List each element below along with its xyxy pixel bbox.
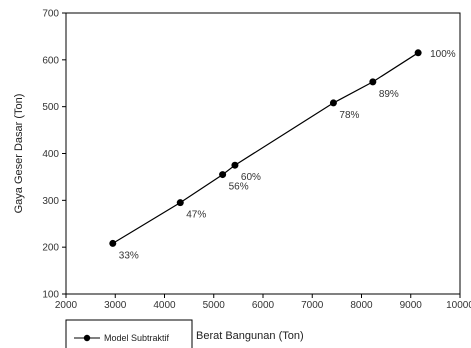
- y-tick-label: 500: [42, 102, 59, 113]
- y-tick-label: 200: [42, 243, 59, 254]
- y-tick-labels: 100 200 300 400 500 600 700: [42, 9, 59, 301]
- x-tick-label: 3000: [104, 300, 127, 311]
- x-tick-label: 6000: [252, 300, 275, 311]
- axis-ticks: [62, 12, 461, 298]
- y-tick-label: 700: [42, 9, 59, 20]
- y-tick-label: 600: [42, 55, 59, 66]
- legend-box: [65, 319, 193, 348]
- data-label: 47%: [186, 210, 206, 221]
- legend-marker-swatch: [83, 334, 91, 342]
- y-tick-label: 300: [42, 196, 59, 207]
- data-label: 78%: [339, 110, 359, 121]
- x-tick-label: 9000: [400, 300, 423, 311]
- y-tick-label: 400: [42, 149, 59, 160]
- x-tick-label: 7000: [301, 300, 324, 311]
- legend: Model Subtraktif: [65, 319, 193, 348]
- x-axis-title: Berat Bangunan (Ton): [196, 330, 304, 342]
- data-point: [231, 161, 239, 169]
- data-point: [414, 49, 422, 57]
- x-tick-labels: 2000 3000 4000 5000 6000 7000 8000 9000 10000: [55, 300, 471, 311]
- x-tick-label: 2000: [55, 300, 78, 311]
- data-label: 60%: [241, 172, 261, 183]
- data-point: [369, 78, 377, 86]
- x-tick-label: 5000: [203, 300, 226, 311]
- y-axis-title: Gaya Geser Dasar (Ton): [13, 94, 25, 214]
- y-tick-label: 100: [42, 290, 59, 301]
- data-label: 56%: [229, 182, 249, 193]
- series-layer: 33% 47% 56%60% 78% 89% 100%: [109, 49, 456, 261]
- data-label: 100%: [430, 49, 456, 60]
- data-label: 33%: [119, 250, 139, 261]
- x-tick-label: 10000: [446, 300, 471, 311]
- legend-entry: Model Subtraktif: [104, 333, 170, 343]
- x-tick-label: 4000: [153, 300, 176, 311]
- data-label: 89%: [379, 89, 399, 100]
- data-point: [109, 239, 117, 247]
- x-tick-label: 8000: [350, 300, 373, 311]
- data-point: [176, 199, 184, 207]
- data-point: [329, 99, 337, 107]
- data-point: [219, 171, 227, 179]
